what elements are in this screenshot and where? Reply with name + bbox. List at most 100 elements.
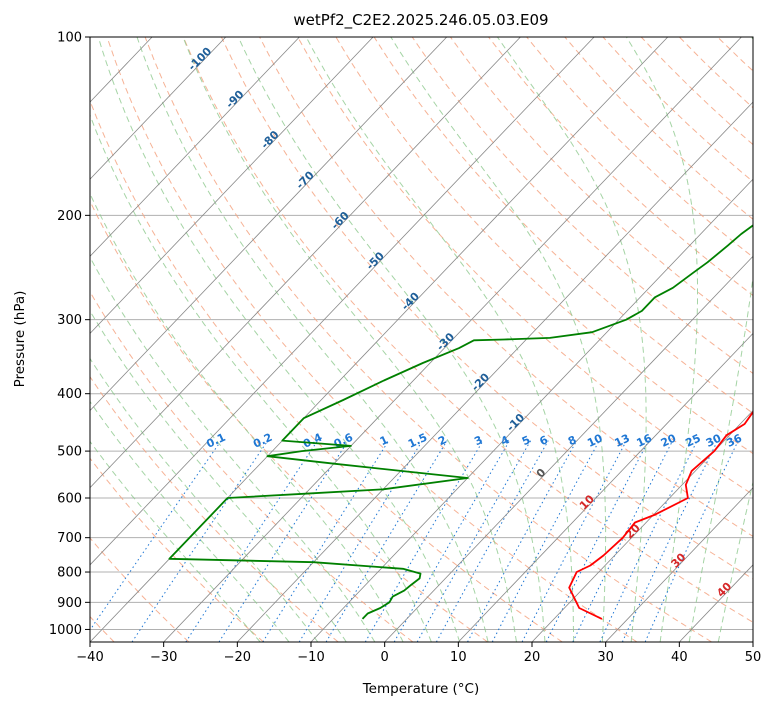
dry-adiabat (717, 37, 753, 72)
temperature-profile (568, 410, 753, 620)
moist-adiabat (182, 37, 517, 642)
moist-adiabat (390, 37, 607, 642)
dry-adiabat (411, 37, 753, 375)
dry-adiabat (756, 37, 775, 642)
dry-adiabat (90, 457, 264, 642)
moist-adiabat (625, 37, 698, 642)
isotherm-line (384, 255, 753, 642)
dry-adiabat (90, 537, 190, 642)
dry-adiabat (90, 99, 563, 642)
isotherm-line (310, 178, 753, 642)
dry-adiabat (449, 37, 753, 335)
moist-adiabat (97, 37, 461, 642)
mixing-ratio-label: 20 (659, 431, 679, 449)
mixing-ratio-line (545, 440, 650, 642)
isotherm-line (163, 37, 742, 642)
mixing-ratio-label: 1.5 (406, 431, 429, 451)
x-tick-label: 0 (381, 650, 389, 665)
y-tick-label: 200 (57, 209, 82, 224)
y-tick-label: 900 (57, 596, 82, 611)
moist-adiabat (717, 480, 753, 642)
moist-adiabat (90, 310, 347, 642)
x-axis-ticks: −40 −30 −20 −10 0 10 20 30 40 50 (76, 642, 761, 665)
mixing-ratio-line (393, 440, 511, 642)
mixing-ratio-label: 0.4 (301, 431, 324, 451)
mixing-ratio-line (521, 440, 627, 642)
isotherm-line (90, 37, 448, 412)
x-tick-label: −40 (76, 650, 103, 665)
moist-adiabat (90, 440, 261, 642)
mixing-ratio-label: 25 (683, 432, 702, 450)
moist-adiabat (90, 357, 319, 642)
isotherm-label: 40 (714, 580, 734, 600)
y-axis-label: Pressure (hPa) (12, 291, 28, 388)
mixing-ratio-label: 16 (635, 431, 655, 449)
x-axis-label: Temperature (°C) (362, 681, 480, 697)
isotherm-label: -50 (364, 249, 387, 272)
mixing-ratio-line (218, 440, 349, 642)
isotherm-line (752, 641, 753, 642)
mixing-ratio-label: 13 (613, 432, 632, 450)
moist-adiabat (496, 37, 647, 642)
isotherm-label: 10 (577, 492, 597, 512)
isotherm-line (458, 332, 753, 642)
mixing-ratio-label: 0.1 (204, 431, 227, 451)
moist-adiabat (90, 400, 290, 642)
dry-adiabat (678, 37, 753, 109)
isotherm-line (531, 410, 753, 642)
mixing-ratio-line (621, 440, 719, 642)
isotherm-line (90, 37, 227, 180)
dry-adiabat (220, 37, 753, 580)
dry-adiabat (182, 37, 753, 623)
y-tick-label: 1000 (49, 623, 82, 638)
mixing-ratio-label: 0.2 (251, 431, 274, 451)
mixing-ratio-line (435, 440, 549, 642)
isotherm-line (90, 37, 374, 335)
dry-adiabat (602, 37, 753, 183)
isotherm-label: -60 (329, 209, 352, 232)
y-tick-label: 700 (57, 531, 82, 546)
isotherm-label: -70 (294, 168, 317, 191)
isotherm-label: 30 (669, 550, 689, 570)
isotherm-line (679, 564, 753, 642)
chart-title: wetPf2_C2E2.2025.246.05.03.E09 (293, 11, 548, 30)
isotherm-label: -80 (258, 128, 281, 151)
dry-adiabat (90, 375, 339, 642)
x-tick-label: −10 (297, 650, 324, 665)
dry-adiabat (335, 37, 753, 455)
isotherm-label: -100 (186, 45, 215, 74)
mixing-ratio-label: 10 (585, 431, 605, 449)
isotherm-label: -90 (223, 88, 246, 111)
x-tick-label: 20 (524, 650, 541, 665)
isotherm-line (90, 37, 595, 566)
isotherm-line (90, 37, 300, 257)
moist-adiabats (90, 37, 753, 642)
x-tick-label: −20 (224, 650, 251, 665)
dry-adiabat (144, 37, 712, 642)
isotherms (0, 37, 753, 642)
mixing-ratio-label: 1 (378, 433, 390, 448)
plot-area: -100-90-80-70-60-50-40-30-20-10010203040… (0, 37, 775, 642)
moist-adiabat (305, 37, 575, 642)
isotherm-label: -20 (469, 370, 492, 393)
moist-adiabat (688, 37, 753, 642)
mixing-ratio-line (467, 440, 578, 642)
mixing-ratio-line (599, 440, 698, 642)
isotherm-line (90, 37, 521, 489)
dewpoint-profile (168, 224, 753, 620)
dry-adiabats (90, 37, 775, 642)
y-tick-label: 100 (57, 31, 82, 46)
moist-adiabat (90, 192, 404, 642)
dry-adiabat (90, 200, 488, 642)
y-tick-label: 800 (57, 566, 82, 581)
mixing-ratio-line (364, 440, 484, 642)
dry-adiabat (640, 37, 753, 146)
y-tick-label: 400 (57, 387, 82, 402)
isotherm-line (0, 37, 5, 642)
moist-adiabat (90, 256, 376, 642)
dry-adiabat (90, 290, 414, 642)
moist-adiabat (237, 37, 546, 642)
x-tick-label: −30 (150, 650, 177, 665)
mixing-ratio-line (491, 440, 600, 642)
